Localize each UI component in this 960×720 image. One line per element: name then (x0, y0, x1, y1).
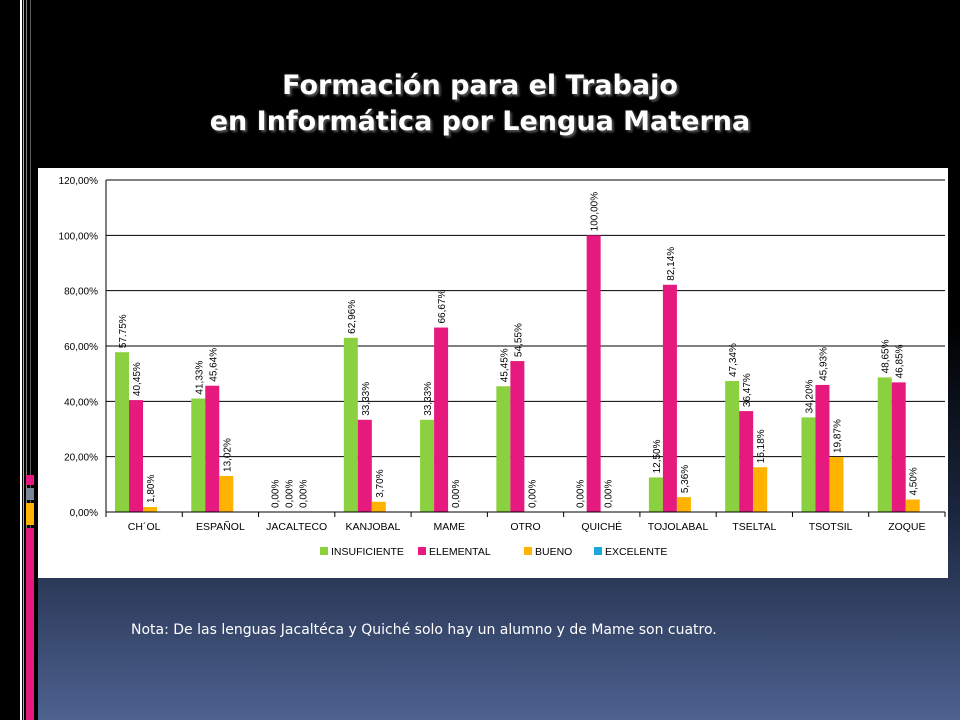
bar-bueno (143, 507, 157, 512)
bar-insuficiente (801, 417, 816, 512)
data-label: 66,67% (437, 290, 448, 324)
data-label: 54,55% (513, 323, 524, 357)
data-label: 0,00% (299, 480, 310, 508)
x-category-label: JACALTECO (266, 521, 327, 533)
accent-yellow (26, 503, 34, 525)
bar-elemental (815, 384, 830, 512)
y-tick-label: 0,00% (70, 508, 98, 519)
y-tick-label: 120,00% (59, 176, 99, 187)
data-label: 0,00% (271, 480, 282, 508)
accent-pink-bottom (26, 528, 34, 720)
bar-insuficiente (496, 386, 511, 512)
data-label: 40,45% (132, 362, 143, 396)
data-label: 0,00% (527, 480, 538, 508)
bar-insuficiente (343, 337, 358, 512)
bar-elemental (510, 361, 525, 512)
x-category-label: CH´OL (128, 521, 161, 533)
data-label: 16,18% (756, 429, 767, 463)
bar-insuficiente (191, 398, 206, 512)
data-label: 47,34% (728, 343, 739, 377)
bar-elemental (434, 327, 449, 512)
data-label: 3,70% (375, 469, 386, 497)
data-label: 1,80% (146, 475, 157, 503)
bar-insuficiente (115, 352, 129, 512)
bar-insuficiente (877, 377, 892, 512)
x-category-label: QUICHÉ (581, 520, 622, 533)
x-category-label: OTRO (510, 521, 540, 533)
x-category-label: MAME (433, 521, 465, 533)
data-label: 62,96% (347, 300, 358, 334)
footnote: Nota: De las lenguas Jacaltéca y Quiché … (131, 622, 717, 638)
title-line-2: en Informática por Lengua Materna (209, 106, 751, 137)
data-label: 33,33% (361, 382, 372, 416)
bar-bueno (905, 499, 920, 512)
x-category-label: ZOQUE (888, 521, 925, 533)
data-label: 48,65% (881, 339, 892, 373)
bar-elemental (357, 419, 372, 512)
bar-bueno (753, 467, 768, 512)
legend-label-insuficiente: INSUFICIENTE (331, 546, 404, 558)
bar-chart: 0,00% 20,00% 40,00% 60,00% 80,00% 100,00% 120,… (59, 176, 946, 558)
x-category-label: ESPAÑOL (196, 520, 245, 533)
decor-line-1 (20, 0, 22, 720)
legend-label-elemental: ELEMENTAL (429, 546, 491, 558)
data-label: 13,02% (222, 438, 233, 472)
y-tick-label: 80,00% (64, 287, 98, 298)
x-category-label: KANJOBAL (346, 521, 401, 533)
data-label: 41,33% (194, 361, 205, 395)
slide-title: Formación para el Trabajo en Informática… (120, 68, 840, 140)
y-tick-label: 40,00% (64, 397, 98, 408)
bar-insuficiente (420, 419, 435, 512)
bar-bueno (219, 475, 234, 512)
data-label: 4,50% (909, 467, 920, 495)
y-tick-label: 20,00% (64, 453, 98, 464)
chart-container: 0,00% 20,00% 40,00% 60,00% 80,00% 100,00% 120,… (38, 168, 948, 578)
data-label: 33,33% (423, 382, 434, 416)
data-label: 0,00% (576, 480, 587, 508)
bar-bueno (676, 497, 691, 512)
legend-swatch-bueno (524, 547, 532, 555)
accent-gray (26, 488, 34, 500)
bar-elemental (891, 382, 906, 512)
data-label: 12,50% (652, 439, 663, 473)
decor-line-4 (30, 0, 31, 720)
legend-label-excelente: EXCELENTE (605, 546, 667, 558)
bar-bueno (371, 501, 386, 512)
data-label: 34,20% (804, 379, 815, 413)
x-category-label: TSOTSIL (809, 521, 853, 533)
data-label: 5,36% (680, 465, 691, 493)
data-label: 57.75% (118, 314, 129, 348)
data-label: 82,14% (666, 247, 677, 281)
decor-line-3 (26, 0, 27, 720)
y-tick-label: 100,00% (59, 231, 99, 242)
x-category-label: TOJOLABAL (648, 521, 709, 533)
bar-bueno (829, 457, 844, 512)
data-label: 19,87% (832, 419, 843, 453)
legend-swatch-elemental (418, 547, 426, 555)
data-label: 0,00% (451, 480, 462, 508)
legend-swatch-excelente (594, 547, 602, 555)
bar-insuficiente (648, 477, 663, 512)
data-label: 36,47% (742, 373, 753, 407)
data-label: 45,45% (499, 348, 510, 382)
data-label: 45,64% (208, 348, 219, 382)
legend-label-bueno: BUENO (535, 546, 572, 558)
legend-swatch-insuficiente (320, 547, 328, 555)
title-line-1: Formación para el Trabajo (282, 70, 678, 101)
accent-pink-top (26, 475, 34, 485)
bar-elemental (129, 400, 143, 512)
x-category-label: TSELTAL (732, 521, 776, 533)
data-label: 100,00% (590, 192, 601, 232)
bar-elemental (586, 235, 601, 512)
decor-line-2 (23, 0, 24, 720)
bar-insuficiente (725, 381, 740, 512)
bar-elemental (662, 284, 677, 512)
data-label: 46,85% (895, 344, 906, 378)
data-label: 45,93% (818, 347, 829, 381)
bar-elemental (739, 411, 754, 512)
data-label: 0,00% (285, 480, 296, 508)
bar-elemental (205, 385, 220, 512)
data-label: 0,00% (604, 480, 615, 508)
y-tick-label: 60,00% (64, 342, 98, 353)
